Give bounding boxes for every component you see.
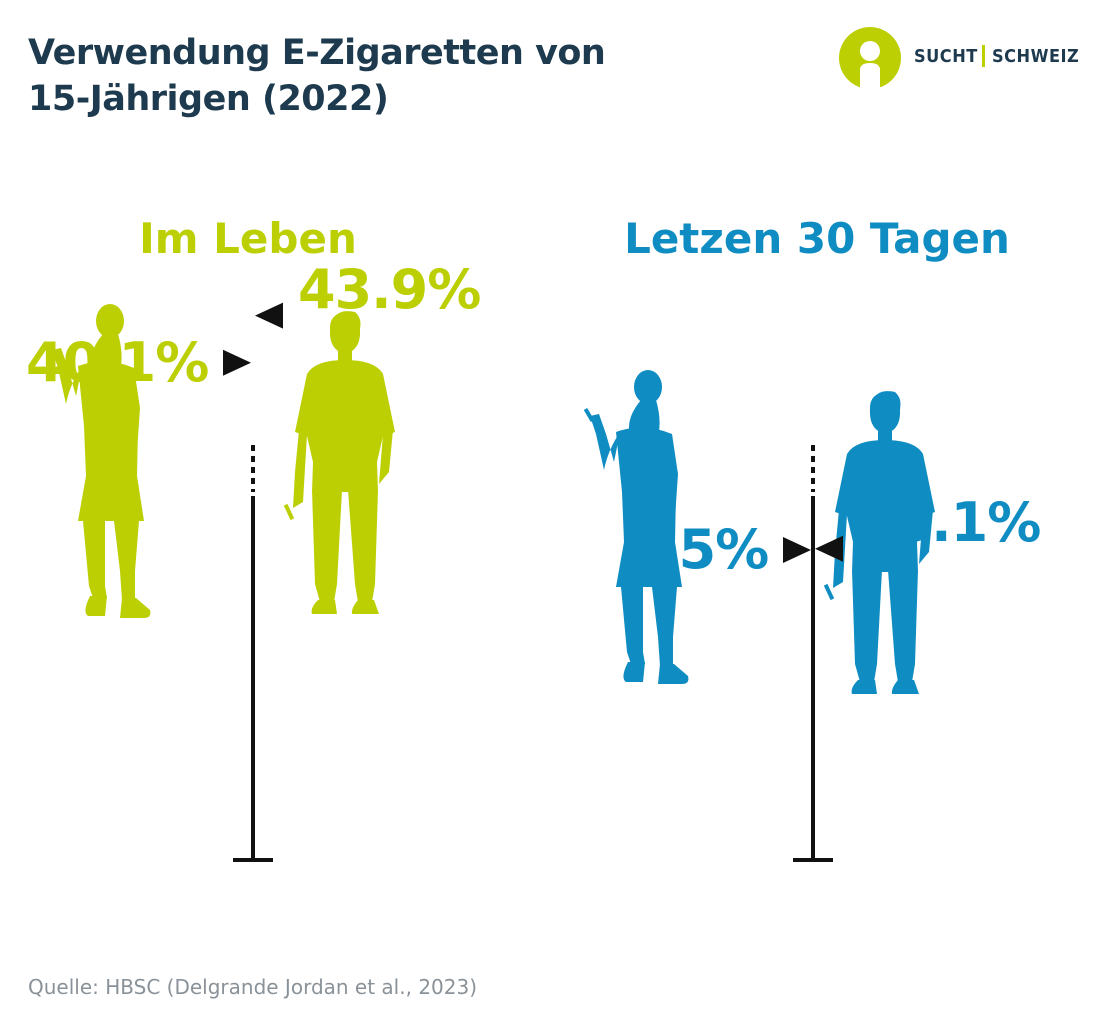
marker-lifetime-boys	[255, 302, 283, 329]
chart-title: Verwendung E-Zigaretten von 15-Jährigen …	[28, 30, 606, 122]
marker-lifetime-girls	[223, 349, 251, 376]
value-label-last30-girls: 25%	[642, 518, 769, 581]
panel-title-last-30-days: Letzen 30 Tagen	[624, 214, 1010, 263]
panel-title-lifetime: Im Leben	[139, 214, 357, 263]
value-label-lifetime-boys: 43.9%	[298, 258, 481, 321]
axis-panel-lifetime	[223, 302, 283, 862]
marker-last30-boys	[815, 535, 843, 562]
logo-word-sucht: SUCHT	[914, 46, 978, 67]
sucht-schweiz-logo: SUCHT SCHWEIZ	[838, 26, 1088, 90]
axis-panel-last-30-days	[783, 445, 843, 862]
logo-separator	[982, 45, 985, 67]
title-line-2: 15-Jährigen (2022)	[28, 79, 389, 119]
value-label-lifetime-girls: 40.1%	[26, 331, 209, 394]
title-line-1: Verwendung E-Zigaretten von	[28, 33, 606, 73]
logo-person-icon	[839, 27, 901, 90]
value-label-last30-boys: 25.1%	[858, 491, 1041, 554]
marker-last30-girls	[783, 537, 811, 563]
source-note: Quelle: HBSC (Delgrande Jordan et al., 2…	[28, 975, 478, 999]
logo-word-schweiz: SCHWEIZ	[992, 46, 1080, 67]
